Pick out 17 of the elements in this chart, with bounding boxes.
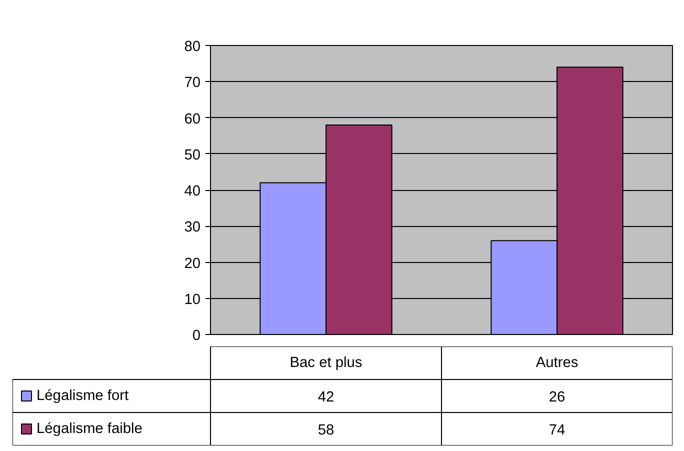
data-label: 42 bbox=[318, 390, 334, 406]
legend-label: Légalisme faible bbox=[36, 421, 142, 437]
legend-label: Légalisme fort bbox=[36, 388, 129, 404]
data-label: 26 bbox=[548, 390, 566, 406]
y-tick-label: 40 bbox=[184, 184, 201, 200]
y-tick-label: 0 bbox=[192, 328, 201, 344]
y-tick-label: 60 bbox=[184, 111, 201, 128]
data-label: 58 bbox=[318, 422, 334, 438]
y-tick-label: 10 bbox=[184, 292, 201, 308]
x-tick-label: Bac et plus bbox=[290, 355, 362, 371]
y-tick-label: 50 bbox=[184, 147, 201, 164]
y-tick-label: 80 bbox=[184, 39, 201, 55]
x-tick-label: Autres bbox=[536, 355, 578, 371]
data-label: 74 bbox=[548, 422, 566, 438]
y-tick-label: 20 bbox=[184, 256, 201, 272]
y-tick-label: 30 bbox=[184, 220, 201, 236]
y-tick-label: 70 bbox=[184, 75, 201, 92]
